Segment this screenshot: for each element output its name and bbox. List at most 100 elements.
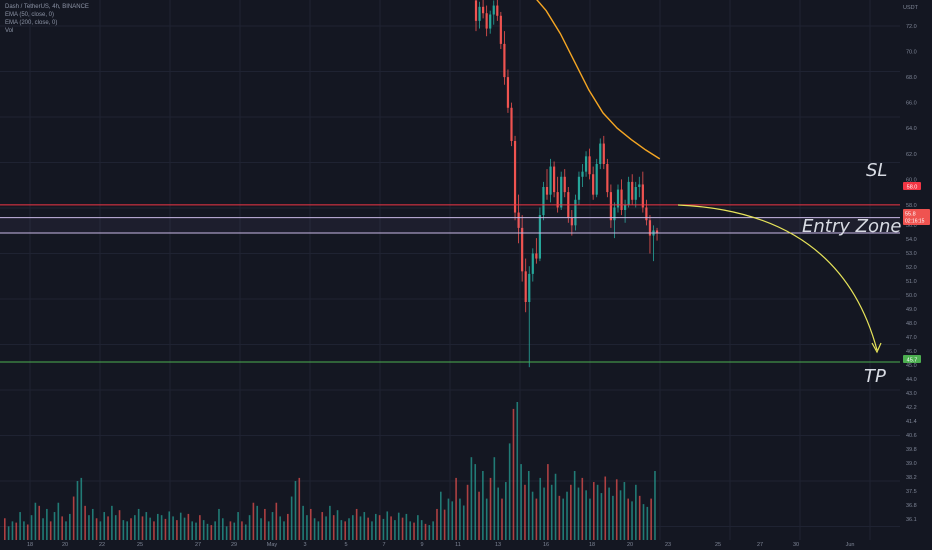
volume-bar [214,521,216,540]
time-tick-label: 25 [137,542,143,548]
candle [545,169,549,200]
volume-bar [589,498,591,540]
volume-bar [4,518,6,540]
volume-bars [4,402,656,540]
candle [599,138,602,170]
sl-annotation[interactable]: SL [866,160,888,181]
candle [485,5,488,37]
volume-bar [298,477,301,540]
volume-bar [413,522,415,540]
price-tick-label: 44.0 [906,377,917,383]
volume-bar [290,496,293,540]
volume-bar [65,521,67,540]
tp-annotation[interactable]: TP [864,366,886,387]
candle [528,266,531,368]
volume-bar [313,518,316,540]
volume-bar [91,508,94,540]
volume-bar [470,457,473,540]
volume-bar [191,521,194,540]
candle-body [492,5,495,15]
volume-bar [554,473,557,540]
candle-body [478,6,481,21]
price-tick-label: 53.0 [906,251,917,257]
volume-bar [134,515,136,540]
volume-bar [248,515,251,540]
volume-legend-item[interactable]: Vol [5,28,14,34]
time-tick-label: 27 [195,542,201,548]
candle-body [524,271,527,302]
symbol-title[interactable]: Dash / TetherUS, 4h, BINANCE [5,4,89,10]
entry-zone-annotation[interactable]: Entry Zone [802,216,902,237]
candle-body [482,6,485,14]
volume-bar [405,513,408,540]
volume-bar [46,508,48,540]
last-price-label: 55.8 [905,211,916,217]
candle-body [645,207,648,221]
candle-body [528,273,531,302]
volume-bar [516,402,519,540]
time-tick-label: 18 [27,542,33,548]
candle [606,158,609,198]
volume-bar [206,523,209,540]
volume-bar [168,511,171,540]
volume-bar [57,502,60,540]
volume-bar [287,513,289,540]
volume-bar [153,521,155,540]
ema200-legend-item[interactable]: EMA (200, close, 0) [5,20,58,26]
volume-bar [378,515,381,540]
volume-bar [489,477,492,540]
time-axis[interactable]: 18 20 22 25 27 29 May 3 5 7 9 11 13 16 18 20 23 25 27 30 Jun [27,542,855,548]
candle-body [542,187,545,216]
candle [613,202,616,239]
volume-bar [69,513,71,540]
volume-bar [302,505,304,540]
volume-bar [244,524,247,540]
candle-body [616,189,620,208]
volume-bar [566,491,568,540]
candle [563,169,566,198]
volume-bar [505,482,507,540]
candle-body [570,217,573,226]
candle [577,171,581,205]
candle-body [588,156,591,175]
price-tick-label: 42.2 [906,405,917,411]
chart-grid [0,0,900,540]
candle [641,171,644,213]
price-tick-label: 39.8 [906,447,917,453]
volume-bar [501,498,503,540]
volume-bar [374,513,377,540]
chart-legend: Dash / TetherUS, 4h, BINANCE EMA (50, cl… [5,3,89,35]
candle [489,10,492,34]
candle-body [599,143,602,164]
volume-bar [149,517,151,540]
volume-bar [306,515,308,540]
price-tick-label: 43.0 [906,391,917,397]
candle-body [489,14,492,29]
candle-body [556,192,559,208]
price-axis[interactable]: 72.070.068.066.064.062.060.058.056.054.0… [906,24,917,523]
volume-bar [539,477,542,540]
sl-price-badge-label: 58.0 [907,184,918,190]
volume-bar [363,512,366,540]
volume-bar [141,516,144,540]
candle [645,199,648,226]
candle [503,31,506,85]
volume-bar [344,521,346,540]
volume-bar [321,512,324,540]
candle [631,174,634,205]
candle-body [634,187,637,200]
volume-bar [592,482,595,540]
volume-bar [596,484,599,540]
projection-arrow[interactable] [677,204,878,351]
price-tick-label: 47.0 [906,335,917,341]
ema50-legend-item[interactable]: EMA (50, close, 0) [5,12,55,18]
volume-bar [397,512,400,540]
candle [556,176,559,213]
price-tick-label: 70.0 [906,50,917,56]
candle [517,194,520,244]
volume-bar [229,521,232,540]
volume-bar [386,511,389,540]
volume-bar [222,518,224,540]
countdown-label: 02:16:15 [905,218,925,224]
